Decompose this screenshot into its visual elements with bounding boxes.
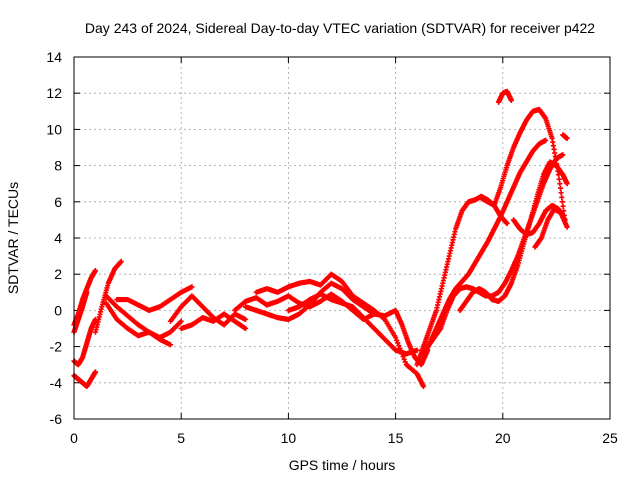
data-point — [504, 220, 510, 227]
data-point — [558, 190, 564, 196]
x-tick-label: 10 — [281, 430, 297, 446]
data-point — [92, 267, 99, 274]
grid-lines — [74, 57, 610, 419]
x-tick-label: 25 — [602, 430, 618, 446]
series-arc-23 — [510, 202, 568, 237]
data-point — [242, 316, 249, 323]
data-point — [397, 345, 403, 352]
data-point — [178, 318, 184, 324]
y-tick-label: 14 — [46, 49, 62, 65]
series-arc-19 — [425, 152, 566, 350]
data-point — [557, 181, 563, 187]
data-point — [543, 137, 549, 143]
x-tick-label: 5 — [177, 430, 185, 446]
data-point — [396, 343, 402, 349]
y-tick-label: 12 — [46, 85, 62, 101]
data-point — [414, 347, 420, 353]
data-point — [394, 337, 400, 343]
y-tick-label: 10 — [46, 121, 62, 137]
data-point — [399, 351, 405, 357]
series-arc-4 — [71, 369, 99, 390]
data-point — [189, 284, 195, 290]
data-point — [398, 348, 404, 354]
series-arc-22 — [495, 88, 514, 105]
data-point — [401, 356, 407, 362]
y-tick-label: -4 — [50, 375, 63, 391]
data-point — [420, 383, 427, 390]
chart-title: Day 243 of 2024, Sidereal Day-to-day VTE… — [85, 20, 595, 36]
data-point — [560, 203, 566, 209]
data-point — [557, 185, 564, 191]
x-tick-label: 15 — [388, 430, 404, 446]
series-arc-12 — [242, 280, 367, 323]
plot-frame — [73, 56, 611, 420]
data-point — [508, 97, 514, 104]
y-tick-label: 8 — [54, 158, 62, 174]
data-point — [118, 258, 124, 265]
data-point — [559, 194, 565, 200]
x-tick-label: 0 — [70, 430, 78, 446]
series-arc-7 — [114, 284, 195, 313]
series-arc-24 — [532, 206, 570, 250]
y-tick-label: 4 — [54, 230, 62, 246]
data-point — [564, 181, 570, 187]
x-axis-title: GPS time / hours — [289, 457, 396, 473]
series-arc-8 — [103, 300, 174, 348]
data-point — [242, 325, 249, 332]
data-point — [400, 353, 406, 360]
data-point — [395, 340, 401, 346]
y-tick-labels: -6 -4 -2 0 2 4 6 8 10 12 14 — [46, 49, 62, 427]
y-axis-title: SDTVAR / TECUs — [5, 182, 21, 294]
data-points — [71, 88, 570, 390]
data-point — [393, 334, 399, 341]
data-point — [92, 369, 99, 375]
x-tick-label: 20 — [495, 430, 511, 446]
series-arc-18 — [420, 137, 549, 359]
y-tick-label: 2 — [54, 266, 62, 282]
y-tick-label: -2 — [50, 339, 63, 355]
series-arc-25 — [560, 132, 570, 142]
data-point — [564, 224, 570, 230]
data-point — [167, 342, 174, 348]
data-point — [559, 199, 566, 205]
series-arc-3 — [71, 316, 99, 368]
data-point — [564, 135, 570, 142]
y-tick-label: 0 — [54, 302, 62, 318]
x-tick-labels: 0 5 10 15 20 25 — [70, 430, 618, 446]
data-point — [556, 176, 562, 182]
y-tick-label: 6 — [54, 194, 62, 210]
y-tick-label: -6 — [50, 411, 63, 427]
series-arc-10 — [178, 311, 249, 332]
data-point — [555, 172, 562, 178]
data-point — [402, 359, 408, 365]
data-point — [84, 289, 90, 295]
series-arc-5 — [92, 258, 124, 335]
data-point — [560, 152, 566, 158]
